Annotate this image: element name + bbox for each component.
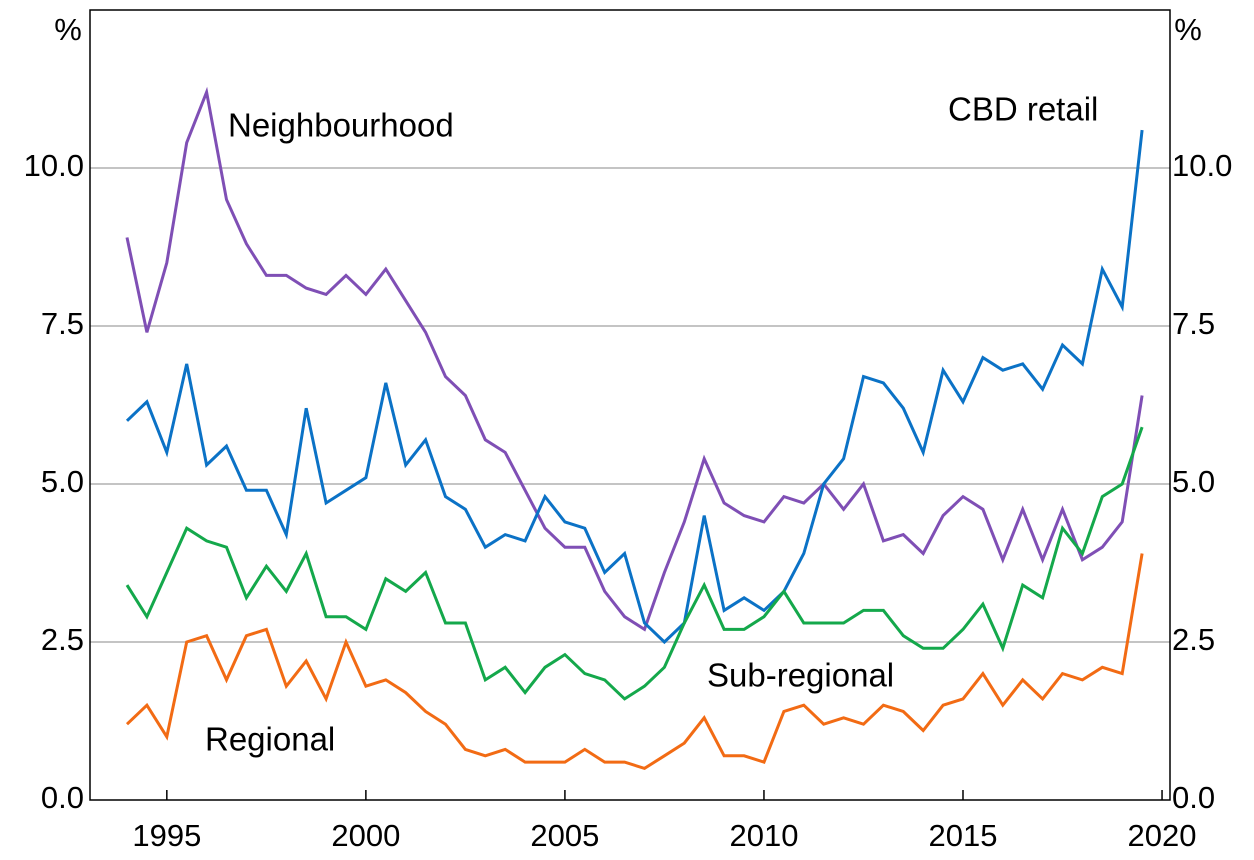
x-tick-label: 1995 <box>132 818 201 853</box>
x-tick-label: 2020 <box>1128 818 1197 853</box>
y-unit-right: % <box>1174 12 1202 47</box>
y2-tick-label: 2.5 <box>1172 622 1215 657</box>
y2-tick-label: 5.0 <box>1172 464 1215 499</box>
series-label: CBD retail <box>948 91 1098 128</box>
plot-frame <box>89 9 1171 801</box>
series-label: Regional <box>205 721 335 758</box>
y-unit-left: % <box>54 12 82 47</box>
series-label: Neighbourhood <box>228 107 454 144</box>
x-tick-label: 2015 <box>929 818 998 853</box>
series-line <box>125 426 1144 701</box>
y-tick-label: 10.0 <box>24 148 84 183</box>
x-tick-label: 2000 <box>331 818 400 853</box>
y-tick-label: 7.5 <box>41 306 84 341</box>
series-line <box>125 553 1144 771</box>
y2-tick-label: 10.0 <box>1172 148 1232 183</box>
x-tick-label: 2005 <box>530 818 599 853</box>
series-label: Sub-regional <box>707 657 894 694</box>
y-tick-label: 0.0 <box>41 780 84 815</box>
series-line <box>125 129 1144 645</box>
series-line <box>125 86 1144 632</box>
y2-tick-label: 7.5 <box>1172 306 1215 341</box>
y2-tick-label: 0.0 <box>1172 780 1215 815</box>
y-tick-label: 2.5 <box>41 622 84 657</box>
y-tick-label: 5.0 <box>41 464 84 499</box>
x-tick-label: 2010 <box>729 818 798 853</box>
